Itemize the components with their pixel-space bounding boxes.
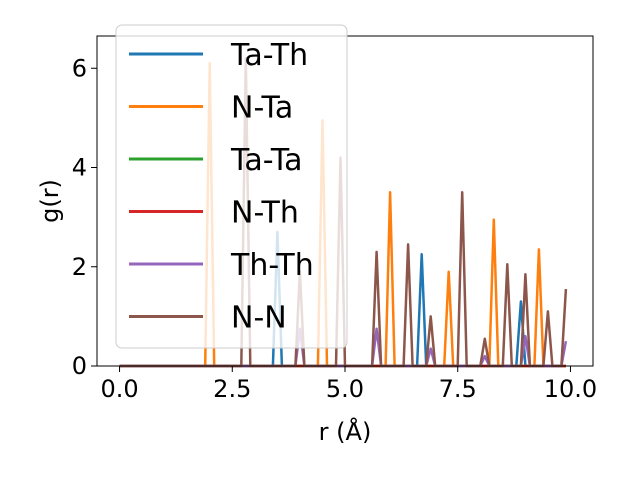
x-tick-label: 2.5 [213,375,251,403]
legend-label: Th-Th [230,248,314,283]
y-tick-label: 6 [72,54,87,82]
x-tick-label: 0.0 [100,375,138,403]
series-line-n-n [119,57,568,368]
y-axis-ticks: 0 2 4 6 [72,54,97,380]
x-axis-ticks: 0.0 2.5 5.0 7.5 10.0 [100,366,597,403]
legend-label: N-Th [231,196,299,231]
y-tick-label: 0 [72,352,87,380]
legend-label: N-Ta [231,91,293,126]
legend: Ta-Th N-Ta Ta-Ta N-Th Th-Th N-N [115,24,348,349]
legend-label: N-N [231,301,287,336]
x-tick-label: 5.0 [326,375,364,403]
legend-label: Ta-Ta [230,143,303,178]
x-tick-label: 10.0 [544,375,597,403]
y-tick-label: 2 [72,253,87,281]
y-axis-label: g(r) [36,179,64,223]
x-tick-label: 7.5 [439,375,477,403]
x-axis-label: r (Å) [319,417,372,446]
legend-label: Ta-Th [230,38,308,73]
y-tick-label: 4 [72,154,87,182]
